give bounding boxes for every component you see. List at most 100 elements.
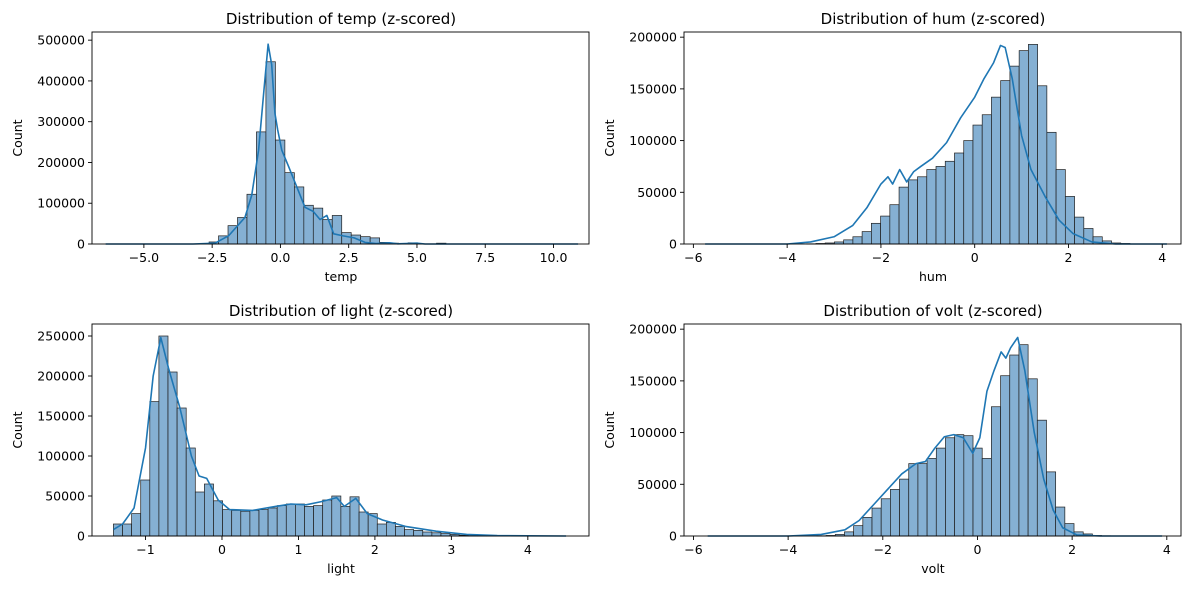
- histogram-bar: [852, 236, 863, 245]
- histogram-bar: [972, 124, 983, 245]
- kde-line: [707, 336, 1163, 537]
- histogram-bar: [422, 531, 433, 537]
- histogram-bar: [1046, 131, 1057, 245]
- histogram-bar: [935, 166, 946, 245]
- histogram-bar: [972, 447, 983, 537]
- histogram-bar: [898, 186, 909, 245]
- histogram-bar: [313, 505, 324, 537]
- axes-frame: [683, 323, 1182, 537]
- axes-frame: [91, 323, 590, 537]
- histogram-bar: [231, 510, 242, 537]
- histogram-bar: [267, 507, 278, 537]
- histogram-bar: [331, 215, 343, 245]
- kde-line: [112, 336, 567, 537]
- histogram-bar: [122, 523, 132, 537]
- histogram-bar: [899, 478, 910, 537]
- x-tick-label: −6: [684, 542, 702, 557]
- x-tick-label: 1: [294, 542, 302, 557]
- x-tick-label: −2: [872, 250, 890, 265]
- histogram-bar: [907, 179, 918, 245]
- y-axis-label: Count: [602, 411, 617, 448]
- x-tick-label: 0: [218, 542, 226, 557]
- histogram-bar: [322, 499, 333, 537]
- x-tick-label: −5.0: [129, 250, 159, 265]
- x-tick-label: 7.5: [475, 250, 495, 265]
- y-tick-label: 500000: [37, 33, 85, 48]
- y-tick-label: 150000: [629, 373, 677, 388]
- histogram-bar: [844, 531, 854, 537]
- x-tick-label: 4: [1158, 250, 1166, 265]
- histogram-bar: [1036, 419, 1047, 537]
- y-tick-label: 300000: [37, 114, 85, 129]
- histogram-bar: [880, 215, 891, 245]
- y-tick-label: 250000: [37, 329, 85, 344]
- histogram-bar: [246, 193, 257, 245]
- histogram-bar: [917, 463, 928, 537]
- y-tick-label: 200000: [37, 155, 85, 170]
- histogram-bar: [862, 517, 873, 537]
- histogram-bar: [213, 500, 223, 537]
- kde-line: [705, 44, 1167, 245]
- y-tick-label: 200000: [37, 369, 85, 384]
- y-tick-label: 50000: [637, 185, 677, 200]
- histogram-bar: [404, 529, 415, 537]
- histogram-bar: [871, 222, 881, 245]
- x-tick-label: 10.0: [540, 250, 568, 265]
- y-tick-label: 100000: [37, 196, 85, 211]
- histogram-bar: [240, 510, 251, 537]
- x-axis-label: light: [327, 561, 355, 576]
- subplot-light: Distribution of light (z-scored) −1 0 1 2 3 4…: [10, 302, 590, 576]
- histogram-bar: [871, 507, 882, 537]
- histogram-bar: [1037, 85, 1048, 245]
- histogram-bar: [140, 479, 151, 537]
- histogram-bar: [249, 510, 260, 537]
- histogram-bar: [431, 532, 442, 537]
- plot-area: −6 −4 −2 0 2 4 0 50000 100000 150000 200000: [629, 322, 1182, 557]
- histogram-bar: [889, 204, 900, 245]
- x-tick-label: 5.0: [407, 250, 427, 265]
- y-tick-label: 100000: [629, 425, 677, 440]
- y-tick-label: 100000: [37, 449, 85, 464]
- y-axis-label: Count: [10, 411, 25, 448]
- y-tick-label: 150000: [629, 81, 677, 96]
- y-tick-label: 400000: [37, 73, 85, 88]
- x-tick-label: 4: [1163, 542, 1171, 557]
- y-tick-label: 50000: [637, 477, 677, 492]
- histogram-bar: [981, 458, 992, 537]
- histogram-bar: [926, 458, 937, 537]
- plot-area: −5.0 −2.5 0.0 2.5 5.0 7.5 10.0 0 100000 200000 300…: [37, 31, 590, 265]
- histogram-bar: [322, 219, 333, 245]
- histogram-bar: [935, 447, 946, 537]
- histogram-bar: [285, 503, 296, 537]
- x-tick-label: 2: [1068, 542, 1076, 557]
- y-tick-label: 50000: [45, 489, 85, 504]
- histogram-bar: [358, 511, 369, 537]
- histogram-bar: [204, 483, 214, 537]
- x-tick-label: 0: [971, 250, 979, 265]
- y-tick-label: 0: [77, 237, 85, 252]
- histogram-bar: [340, 506, 351, 537]
- histogram-bar: [222, 509, 233, 537]
- x-axis-label: temp: [325, 269, 358, 284]
- histogram-bar: [843, 239, 854, 245]
- histogram-bar: [853, 525, 864, 537]
- histogram-bar: [908, 463, 919, 537]
- x-tick-label: 3: [447, 542, 455, 557]
- chart-title: Distribution of light (z-scored): [229, 302, 453, 320]
- histogram-bar: [945, 437, 956, 537]
- histogram-bar: [1000, 80, 1011, 245]
- histogram-bar: [276, 505, 287, 537]
- x-tick-label: 0.0: [270, 250, 290, 265]
- histogram-bar: [256, 131, 267, 245]
- x-tick-label: 2: [371, 542, 379, 557]
- x-axis-label: volt: [921, 561, 945, 576]
- histogram-bar: [194, 491, 205, 537]
- y-tick-label: 200000: [629, 322, 677, 337]
- subplot-hum: Distribution of hum (z-scored) −6 −4 −2 0 2 4…: [602, 10, 1182, 284]
- histogram-bar: [917, 176, 928, 245]
- y-axis-label: Count: [10, 119, 25, 156]
- kde-line: [105, 43, 579, 245]
- x-tick-label: −2: [874, 542, 892, 557]
- histogram-bar: [158, 335, 169, 537]
